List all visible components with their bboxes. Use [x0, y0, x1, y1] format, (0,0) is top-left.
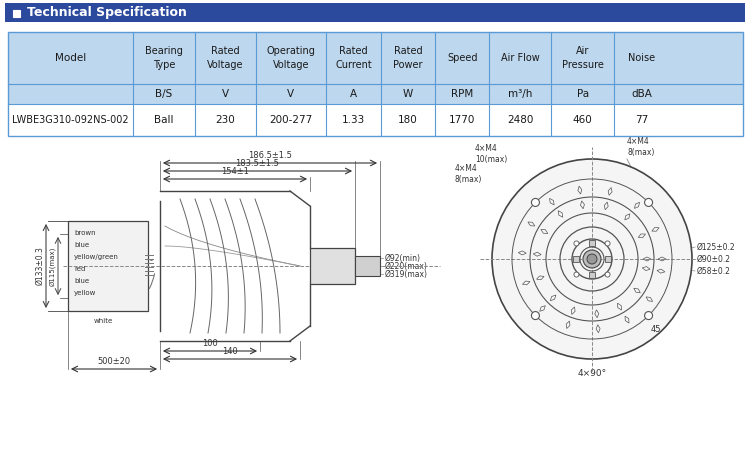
Bar [8, 32, 743, 104]
Circle shape [492, 159, 692, 359]
Text: blue: blue [74, 278, 89, 284]
Bar [68, 221, 148, 311]
Text: Ø58±0.2: Ø58±0.2 [697, 266, 730, 276]
Text: 4×M4
10(max): 4×M4 10(max) [475, 144, 507, 164]
Text: B/S: B/S [155, 89, 172, 99]
Text: 1.33: 1.33 [342, 115, 365, 125]
Bar [13, 10, 20, 17]
Bar [573, 256, 579, 262]
Text: 45: 45 [651, 325, 662, 334]
Text: W: W [403, 89, 413, 99]
Text: dBA: dBA [632, 89, 652, 99]
Text: brown: brown [74, 230, 96, 236]
Text: 154±1: 154±1 [221, 167, 249, 176]
Text: Pa: Pa [577, 89, 589, 99]
Text: Ø125±0.2: Ø125±0.2 [697, 242, 736, 252]
Text: Noise: Noise [628, 53, 656, 63]
Text: yellow: yellow [74, 290, 96, 296]
Text: 183.5±1.5: 183.5±1.5 [236, 159, 280, 168]
Bar [310, 248, 355, 284]
Circle shape [587, 254, 597, 264]
Text: 140: 140 [222, 347, 238, 356]
Text: Air
Pressure: Air Pressure [562, 46, 604, 70]
Circle shape [532, 198, 539, 207]
Bar [605, 256, 611, 262]
Text: LWBE3G310-092NS-002: LWBE3G310-092NS-002 [12, 115, 129, 125]
Text: Speed: Speed [447, 53, 478, 63]
Bar [8, 104, 743, 136]
Text: RPM: RPM [451, 89, 473, 99]
Text: Model: Model [55, 53, 86, 63]
Text: 4×M4
8(max): 4×M4 8(max) [627, 137, 654, 157]
Bar [589, 272, 595, 278]
Circle shape [532, 311, 539, 320]
Text: V: V [222, 89, 229, 99]
Text: Operating
Voltage: Operating Voltage [266, 46, 316, 70]
Bar [589, 240, 595, 246]
Text: Ball: Ball [154, 115, 173, 125]
Text: V: V [287, 89, 295, 99]
Text: 200-277: 200-277 [269, 115, 313, 125]
Text: 186.5±1.5: 186.5±1.5 [248, 151, 292, 160]
Text: 2480: 2480 [507, 115, 533, 125]
Bar [5, 3, 745, 22]
Circle shape [583, 250, 601, 268]
Text: 460: 460 [573, 115, 592, 125]
Text: 180: 180 [398, 115, 418, 125]
Text: Rated
Current: Rated Current [335, 46, 372, 70]
Circle shape [644, 311, 652, 320]
Text: Air Flow: Air Flow [501, 53, 540, 63]
Text: Ø220(max): Ø220(max) [385, 262, 427, 271]
Text: 500±20: 500±20 [98, 357, 130, 366]
Text: Bearing
Type: Bearing Type [145, 46, 183, 70]
Text: Ø115(max): Ø115(max) [50, 247, 56, 286]
Text: Ø133±0.3: Ø133±0.3 [35, 247, 44, 286]
Text: white: white [93, 318, 112, 324]
Text: 1770: 1770 [449, 115, 476, 125]
Text: Ø319(max): Ø319(max) [385, 270, 428, 278]
Text: 4×M4
8(max): 4×M4 8(max) [454, 164, 482, 184]
Text: 100: 100 [202, 339, 217, 348]
Text: Rated
Power: Rated Power [393, 46, 422, 70]
Circle shape [644, 198, 652, 207]
Text: 77: 77 [635, 115, 649, 125]
Text: 230: 230 [215, 115, 235, 125]
Text: A: A [350, 89, 357, 99]
Text: m³/h: m³/h [508, 89, 532, 99]
Circle shape [574, 241, 579, 246]
Bar [355, 256, 380, 276]
Bar [8, 32, 743, 136]
Text: red: red [74, 266, 86, 272]
Circle shape [605, 241, 610, 246]
Text: blue: blue [74, 242, 89, 248]
Text: yellow/green: yellow/green [74, 254, 118, 260]
Text: Ø92(min): Ø92(min) [385, 253, 421, 262]
Text: Ø90±0.2: Ø90±0.2 [697, 255, 731, 263]
Text: Rated
Voltage: Rated Voltage [207, 46, 244, 70]
Text: Technical Specification: Technical Specification [27, 6, 187, 19]
Text: 4×90°: 4×90° [578, 369, 607, 378]
Circle shape [605, 272, 610, 277]
Circle shape [574, 272, 579, 277]
